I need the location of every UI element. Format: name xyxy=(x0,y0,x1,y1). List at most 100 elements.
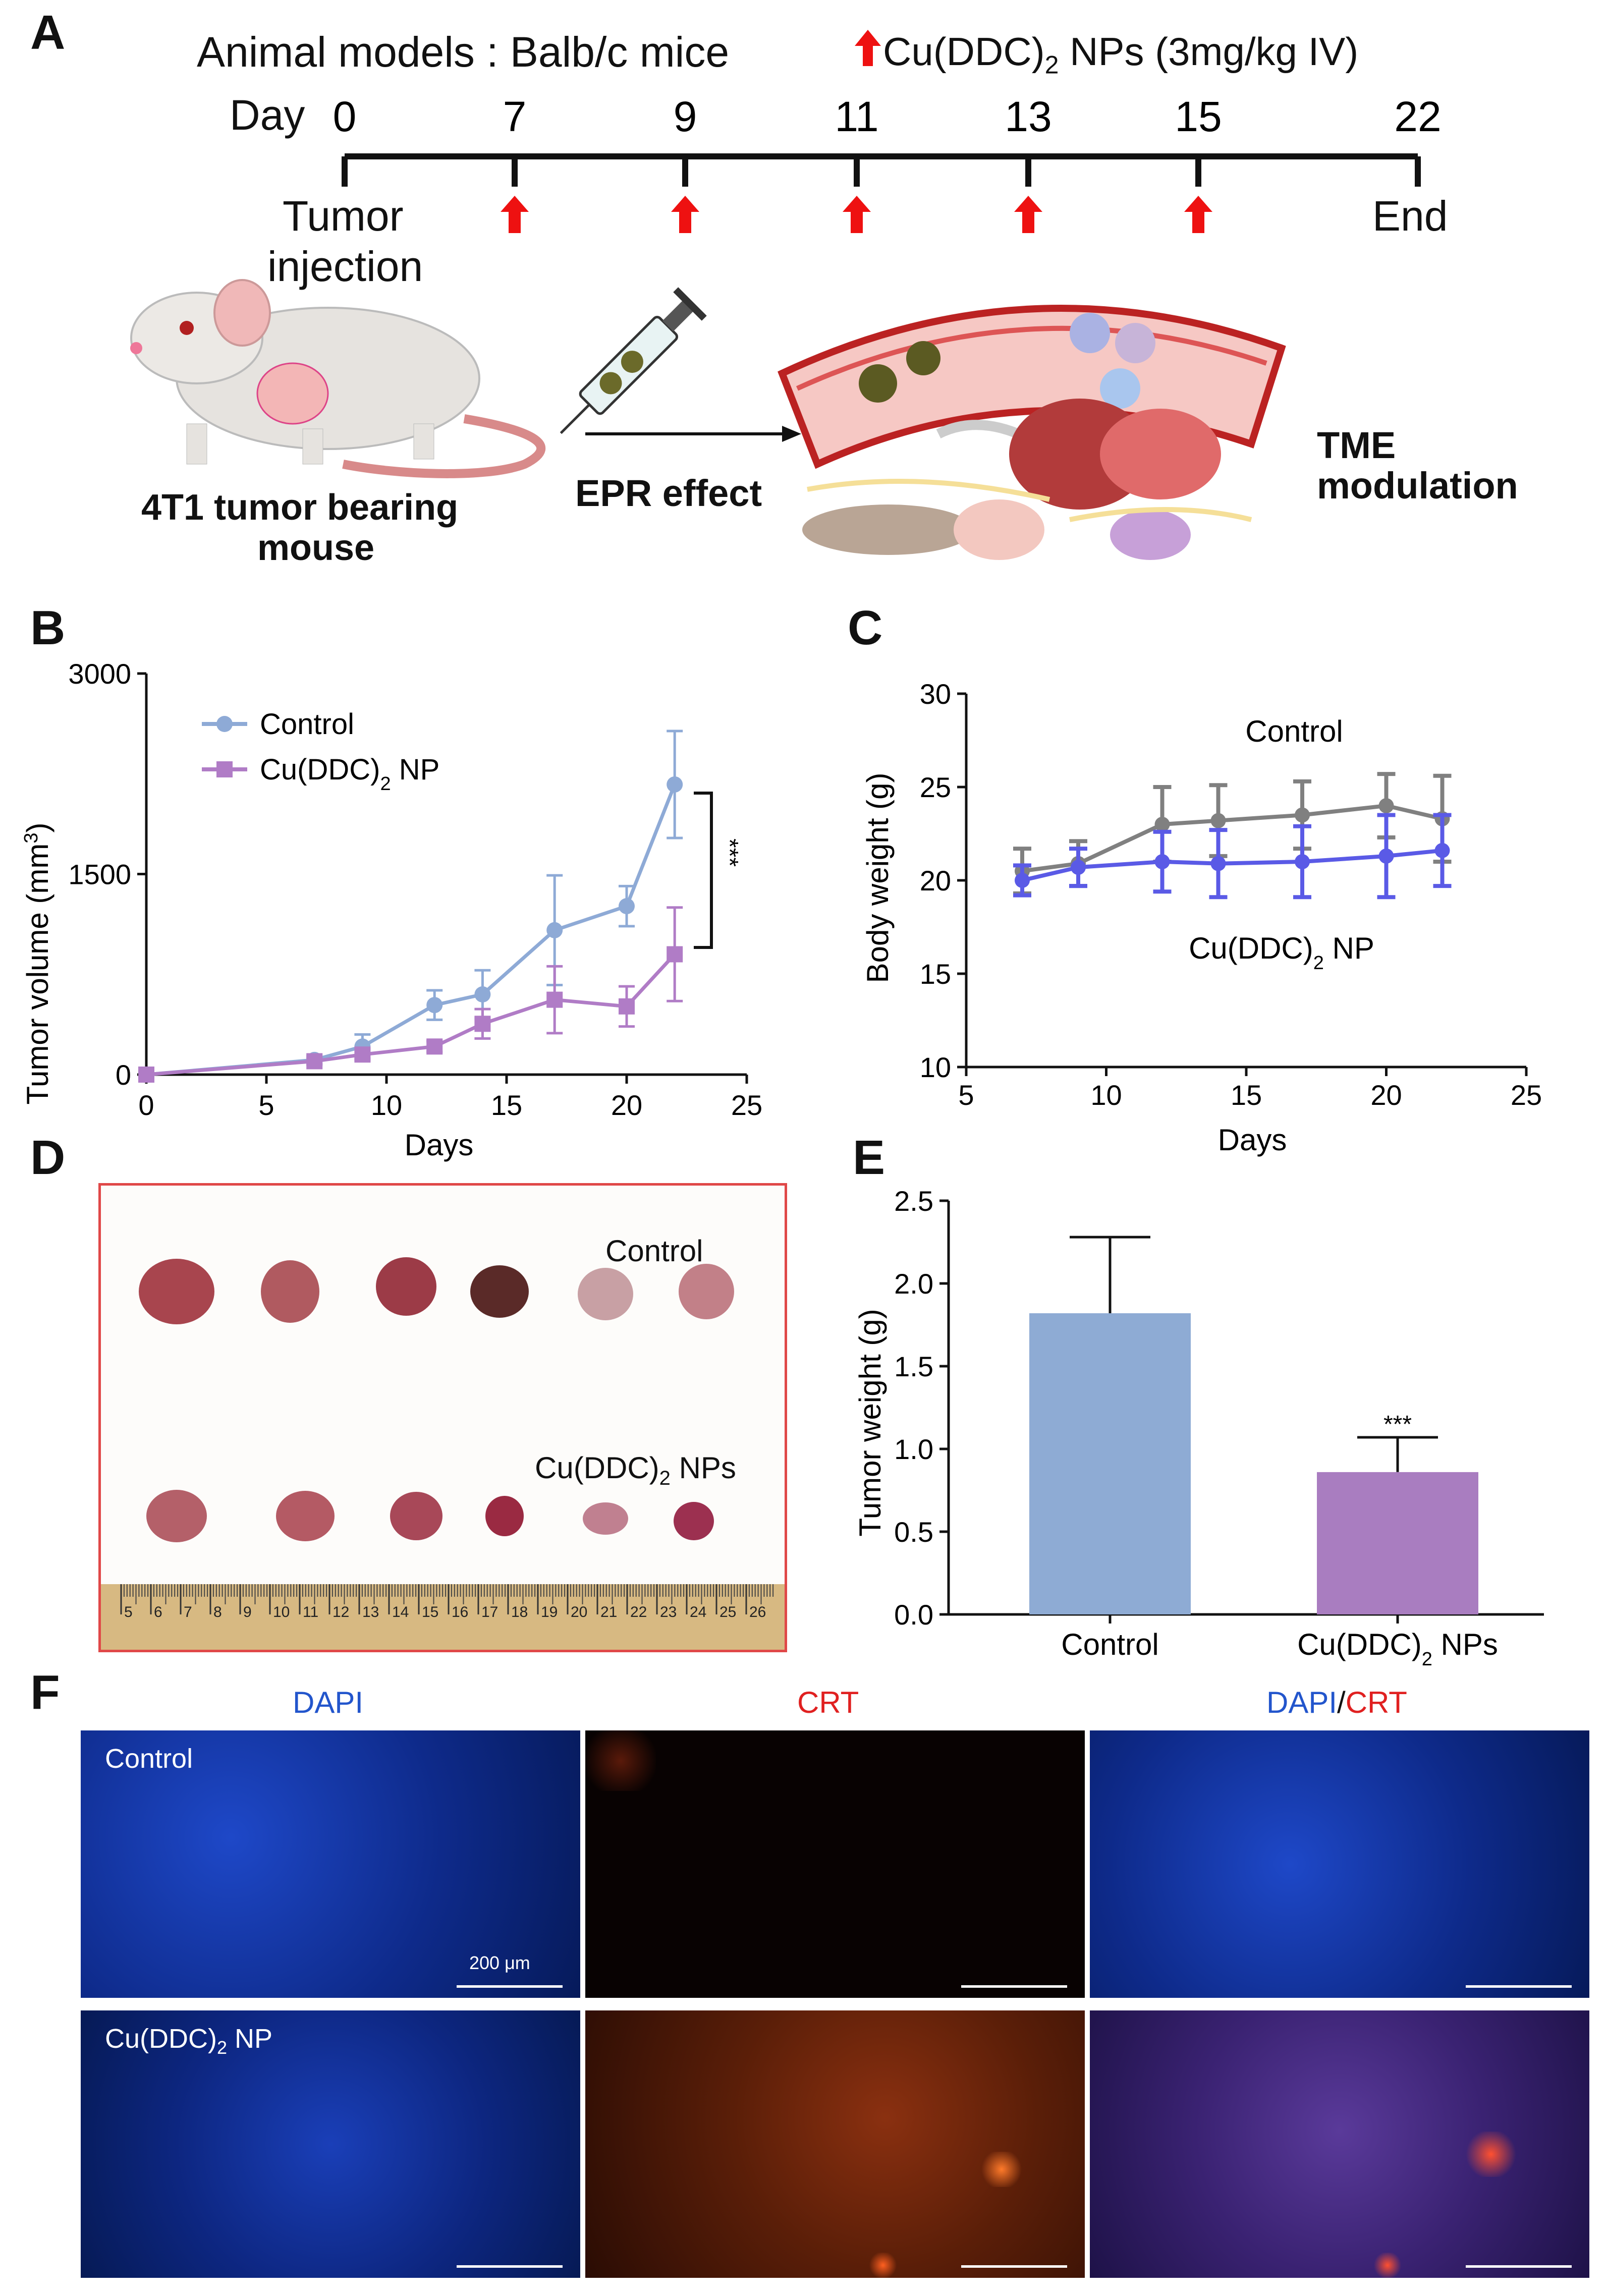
legend-np-text: Cu(DDC)2 NP xyxy=(260,753,439,795)
image-control-crt xyxy=(585,1730,1085,1998)
timeline-day-22: 22 xyxy=(1394,93,1441,140)
legend-np-text-sub: 2 xyxy=(380,773,391,795)
photo-treated-label: Cu(DDC)2 NPs xyxy=(535,1450,736,1490)
tumor-np-1 xyxy=(146,1490,207,1542)
legend-control-marker xyxy=(216,716,233,732)
ruler-number: 7 xyxy=(184,1604,192,1620)
e-ytick-label: 0.5 xyxy=(894,1516,933,1548)
b-xtick-label: 10 xyxy=(371,1089,402,1121)
c-point-0 xyxy=(1378,798,1394,813)
tumor-samples: 5 6 7 8 9 10 11 12 13 14 15 16 17 18 19 20 21 22 23 24 25 26 xyxy=(101,1257,785,1650)
ruler-number: 20 xyxy=(571,1604,587,1620)
image-np-crt xyxy=(585,2010,1085,2278)
tme-illustration xyxy=(778,305,1286,560)
col-header-merge: DAPI/CRT xyxy=(1266,1685,1407,1720)
chart-c-series xyxy=(1013,772,1452,900)
tumor-np-5 xyxy=(583,1502,628,1535)
chart-b-series xyxy=(138,730,683,1083)
b-point-np xyxy=(546,991,563,1008)
timeline-day-11: 11 xyxy=(835,93,878,140)
tumor-volume-chart: 0 5 10 15 20 25 0 1500 3000 Days Tumor volume (m… xyxy=(21,658,762,1162)
b-point-control xyxy=(474,986,491,1002)
photo-control-label: Control xyxy=(605,1234,703,1268)
chart-b-legend: Control Cu(DDC)2 NP xyxy=(202,708,439,795)
c-ytick-label: 10 xyxy=(920,1051,951,1083)
tumor-control-4 xyxy=(470,1265,529,1318)
c-ytick-label: 20 xyxy=(920,865,951,897)
scale-text: 200 μm xyxy=(469,1952,530,1973)
mouse-illustration xyxy=(130,279,546,478)
chart-b-ylabel-main: Tumor volume (mm xyxy=(21,844,54,1105)
tumor-weight-chart: 0.00.51.01.52.02.5 *** Tumor weight (g) … xyxy=(853,1185,1544,1670)
scale-bar-2 xyxy=(961,1985,1067,1988)
tumor-photo: Control Cu(DDC)2 NPs 5 6 7 8 9 10 11 12 13 14 15 16… xyxy=(98,1183,787,1652)
ruler-number: 24 xyxy=(690,1604,706,1620)
chart-c-ylabel: Body weight (g) xyxy=(861,773,895,983)
b-ytick-label: 3000 xyxy=(68,658,131,690)
panel-label-b: B xyxy=(30,601,66,655)
b-point-control xyxy=(546,922,563,938)
c-xtick-label: 20 xyxy=(1370,1079,1402,1111)
b-ytick-label: 0 xyxy=(116,1059,131,1091)
chart-b-ylabel: Tumor volume (mm3) xyxy=(21,823,54,1105)
dose-arrow-icon xyxy=(1014,196,1042,233)
b-ytick-label: 1500 xyxy=(68,859,131,890)
ruler-number: 26 xyxy=(749,1604,766,1620)
mouse-caption-2: mouse xyxy=(257,528,375,568)
tumor-control-1 xyxy=(139,1259,214,1324)
ruler-number: 23 xyxy=(660,1604,677,1620)
photo-treated-suffix: NPs xyxy=(670,1451,736,1485)
chart-b-sig-text: *** xyxy=(716,838,743,867)
e-bar-1 xyxy=(1317,1472,1478,1614)
b-xtick-label: 20 xyxy=(611,1089,642,1121)
col-header-merge-dapi: DAPI xyxy=(1266,1686,1338,1719)
row-label-np: Cu(DDC)2 NP xyxy=(105,2023,272,2058)
chart-e-cat-np: Cu(DDC)2 NPs xyxy=(1297,1628,1498,1670)
chart-c-np-label-main: Cu(DDC) xyxy=(1189,931,1313,965)
ruler-number: 16 xyxy=(452,1604,468,1620)
chart-e-cat-control: Control xyxy=(1061,1628,1158,1661)
chart-b-xlabel: Days xyxy=(405,1128,474,1162)
tumor-control-2 xyxy=(261,1260,319,1323)
c-point-1 xyxy=(1295,854,1310,869)
panel-label-f: F xyxy=(30,1665,60,1719)
crt-hotspot-1 xyxy=(979,2152,1024,2187)
legend-np-text-main: Cu(DDC) xyxy=(260,753,380,786)
end-label: End xyxy=(1372,192,1448,240)
ruler-number: 21 xyxy=(600,1604,617,1620)
tumor-control-5 xyxy=(578,1268,633,1320)
b-point-np xyxy=(306,1053,323,1070)
scale-bar-3 xyxy=(1466,1985,1572,1988)
b-point-control xyxy=(667,776,683,793)
b-series-line-0 xyxy=(146,783,677,1077)
legend-np-marker xyxy=(216,761,233,777)
chart-e-cat-np-suffix: NPs xyxy=(1432,1628,1498,1661)
b-xtick-label: 25 xyxy=(731,1089,762,1121)
panel-label-a: A xyxy=(30,6,66,60)
ruler-number: 9 xyxy=(243,1604,252,1620)
c-point-1 xyxy=(1434,843,1450,858)
ruler-number: 18 xyxy=(511,1604,528,1620)
chart-c-xlabel: Days xyxy=(1218,1123,1287,1157)
c-point-1 xyxy=(1378,848,1394,864)
chart-b-significance: *** xyxy=(694,792,743,949)
c-xtick-label: 15 xyxy=(1231,1079,1262,1111)
ruler-number: 13 xyxy=(362,1604,379,1620)
day-label: Day xyxy=(230,91,305,139)
b-point-np xyxy=(426,1038,443,1055)
c-xtick-label: 25 xyxy=(1511,1079,1542,1111)
crt-corner-signal xyxy=(585,1730,656,1791)
e-significance: *** xyxy=(1383,1411,1412,1438)
b-xtick-label: 0 xyxy=(138,1089,154,1121)
chart-e-bars: *** xyxy=(1029,1236,1478,1614)
c-xtick-label: 5 xyxy=(958,1079,974,1111)
chart-b-ylabel-end: ) xyxy=(21,823,54,833)
scale-bar-4 xyxy=(457,2265,563,2268)
tumor-np-6 xyxy=(674,1502,714,1540)
chart-b-ylabel-sup: 3 xyxy=(21,833,42,844)
ruler-number: 15 xyxy=(422,1604,438,1620)
image-control-dapi: Control 200 μm xyxy=(81,1730,580,1998)
image-np-dapi: Cu(DDC)2 NP xyxy=(81,2010,580,2278)
tme-label-2: modulation xyxy=(1317,465,1518,507)
